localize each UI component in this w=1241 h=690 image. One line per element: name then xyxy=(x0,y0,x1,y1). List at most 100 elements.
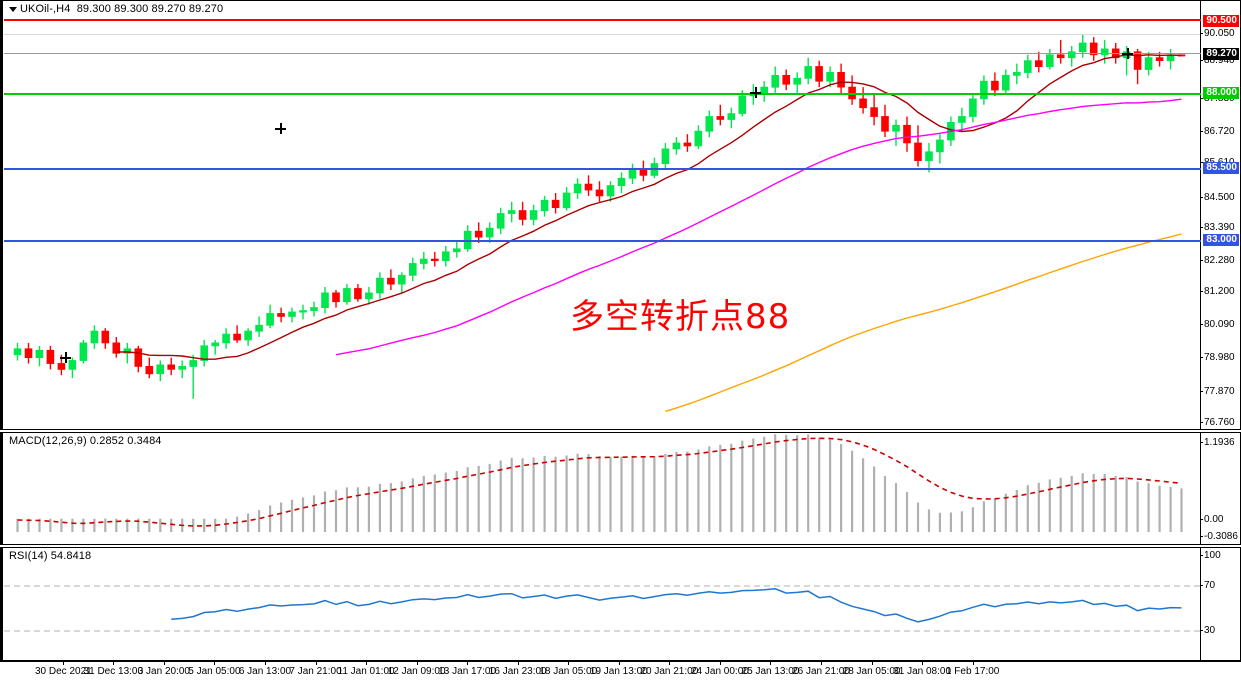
symbol-label: UKOil-,H4 xyxy=(20,3,71,15)
price-tick-7: 82.280 xyxy=(1200,255,1240,267)
price-tick-label: 86.720 xyxy=(1204,126,1235,137)
macd-tick-1: 0.00 xyxy=(1200,514,1240,526)
time-axis-label-13: 24 Jan 00:00 xyxy=(690,666,749,677)
time-tick xyxy=(972,662,974,665)
price-tick-label: 80.090 xyxy=(1204,319,1235,330)
price-annotation-text: 多空转折点88 xyxy=(570,297,791,337)
time-axis-label-1: 31 Dec 13:00 xyxy=(83,666,144,677)
price-tick-10: 78.980 xyxy=(1200,352,1240,364)
time-axis-label-16: 28 Jan 05:00 xyxy=(842,666,901,677)
candlestick-svg xyxy=(13,34,1186,413)
time-axis-label-8: 13 Jan 17:00 xyxy=(438,666,497,677)
macd-label: MACD(12,26,9) 0.2852 0.3484 xyxy=(9,435,162,447)
rsi-tick-label: 100 xyxy=(1204,550,1221,561)
time-tick xyxy=(669,662,671,665)
macd-tick-0: 1.1936 xyxy=(1200,437,1240,449)
price-tick-label: 81.200 xyxy=(1204,286,1235,297)
price-tick-1: 88.940 xyxy=(1200,55,1240,67)
time-tick xyxy=(618,662,620,665)
time-axis-label-11: 19 Jan 13:00 xyxy=(589,666,648,677)
time-axis-label-14: 25 Jan 13:00 xyxy=(741,666,800,677)
time-axis-label-5: 7 Jan 21:00 xyxy=(289,666,342,677)
macd-axis: 1.1936 0.00 -0.3086 xyxy=(1200,433,1240,544)
macd-svg xyxy=(16,434,1183,532)
time-axis[interactable]: 30 Dec 2021 31 Dec 13:00 3 Jan 20:00 5 Jan … xyxy=(0,661,1241,690)
time-tick xyxy=(113,662,115,665)
rsi-label: RSI(14) 54.8418 xyxy=(9,550,92,562)
price-tick-label: 90.050 xyxy=(1204,28,1235,39)
price-tick-6: 83.390 xyxy=(1200,222,1240,234)
resistance-line xyxy=(4,19,1201,21)
price-gridline xyxy=(4,34,1201,35)
time-tick xyxy=(770,662,772,665)
rsi-tick-label: 70 xyxy=(1204,580,1216,591)
time-tick xyxy=(871,662,873,665)
chart-marker-3 xyxy=(750,87,761,98)
time-axis-label-0: 30 Dec 2021 xyxy=(35,666,92,677)
price-chart-panel[interactable]: UKOil-,H4 89.300 89.300 89.270 89.270 多空… xyxy=(0,0,1241,430)
price-tick-label: 76.760 xyxy=(1204,417,1235,428)
price-tick-label: 84.500 xyxy=(1204,192,1235,203)
price-tick-3: 86.720 xyxy=(1200,126,1240,138)
support-level-tag-1[interactable]: 85.500 xyxy=(1203,162,1239,174)
time-axis-label-4: 6 Jan 13:00 xyxy=(238,666,292,677)
time-tick xyxy=(719,662,721,665)
price-tick-label: 88.940 xyxy=(1204,55,1235,66)
time-axis-label-12: 20 Jan 21:00 xyxy=(640,666,699,677)
rsi-tick-label: 30 xyxy=(1204,625,1216,636)
time-tick xyxy=(264,662,266,665)
pivot-level-tag[interactable]: 88.000 xyxy=(1203,87,1239,99)
chart-marker-2 xyxy=(275,123,286,134)
macd-tick-2: -0.3086 xyxy=(1200,531,1240,543)
ohlc-values: 89.300 89.300 89.270 89.270 xyxy=(76,3,224,15)
time-axis-label-6: 11 Jan 01:00 xyxy=(337,666,395,677)
time-tick xyxy=(517,662,519,665)
price-axis[interactable]: 90.05088.94087.83086.72085.61084.50083.3… xyxy=(1200,1,1240,429)
time-tick xyxy=(366,662,368,665)
triangle-down-icon[interactable] xyxy=(9,6,17,12)
rsi-panel[interactable]: RSI(14) 54.8418 100 70 30 xyxy=(0,547,1241,661)
macd-tick-label: 0.00 xyxy=(1204,514,1224,525)
macd-tick-label: 1.1936 xyxy=(1204,437,1235,448)
time-tick xyxy=(821,662,822,665)
price-tick-9: 80.090 xyxy=(1200,319,1240,331)
price-tick-label: 78.980 xyxy=(1204,352,1235,363)
price-tick-label: 77.870 xyxy=(1204,386,1235,397)
price-tick-0: 90.050 xyxy=(1200,28,1240,40)
time-axis-label-9: 16 Jan 23:00 xyxy=(488,666,547,677)
rsi-plot-area[interactable] xyxy=(4,548,1201,660)
time-tick xyxy=(163,662,165,665)
support-line-1 xyxy=(4,168,1201,170)
chart-marker-4 xyxy=(1122,48,1133,59)
macd-tick-label: -0.3086 xyxy=(1204,531,1238,542)
time-axis-label-15: 26 Jan 21:00 xyxy=(792,666,850,677)
chart-marker-1 xyxy=(60,352,71,363)
time-tick xyxy=(467,662,469,665)
time-axis-label-10: 18 Jan 05:00 xyxy=(539,666,598,677)
price-tick-5: 84.500 xyxy=(1200,192,1240,204)
rsi-tick-0: 100 xyxy=(1200,550,1240,562)
pivot-line xyxy=(4,93,1201,95)
macd-plot-area[interactable] xyxy=(4,433,1201,544)
time-tick xyxy=(315,662,317,665)
last-price-line xyxy=(4,53,1201,54)
time-axis-label-17: 31 Jan 08:00 xyxy=(893,666,952,677)
time-axis-label-7: 12 Jan 09:00 xyxy=(387,666,446,677)
time-tick xyxy=(568,662,570,665)
rsi-tick-1: 70 xyxy=(1200,580,1240,592)
resistance-level-tag[interactable]: 90.500 xyxy=(1203,15,1239,27)
rsi-svg xyxy=(4,585,1201,632)
price-plot-area[interactable]: 多空转折点88 xyxy=(4,1,1201,429)
macd-panel[interactable]: MACD(12,26,9) 0.2852 0.3484 1.1936 0.00 -0… xyxy=(0,432,1241,545)
rsi-axis: 100 70 30 xyxy=(1200,548,1240,660)
support-line-2 xyxy=(4,240,1201,242)
price-tick-11: 77.870 xyxy=(1200,386,1240,398)
symbol-header: UKOil-,H4 89.300 89.300 89.270 89.270 xyxy=(9,3,223,15)
last-price-tag[interactable]: 89.270 xyxy=(1203,48,1239,60)
price-tick-12: 76.760 xyxy=(1200,417,1240,429)
support-level-tag-2[interactable]: 83.000 xyxy=(1203,234,1239,246)
time-tick xyxy=(214,662,216,665)
price-tick-label: 83.390 xyxy=(1204,222,1235,233)
time-axis-label-2: 3 Jan 20:00 xyxy=(137,666,190,677)
